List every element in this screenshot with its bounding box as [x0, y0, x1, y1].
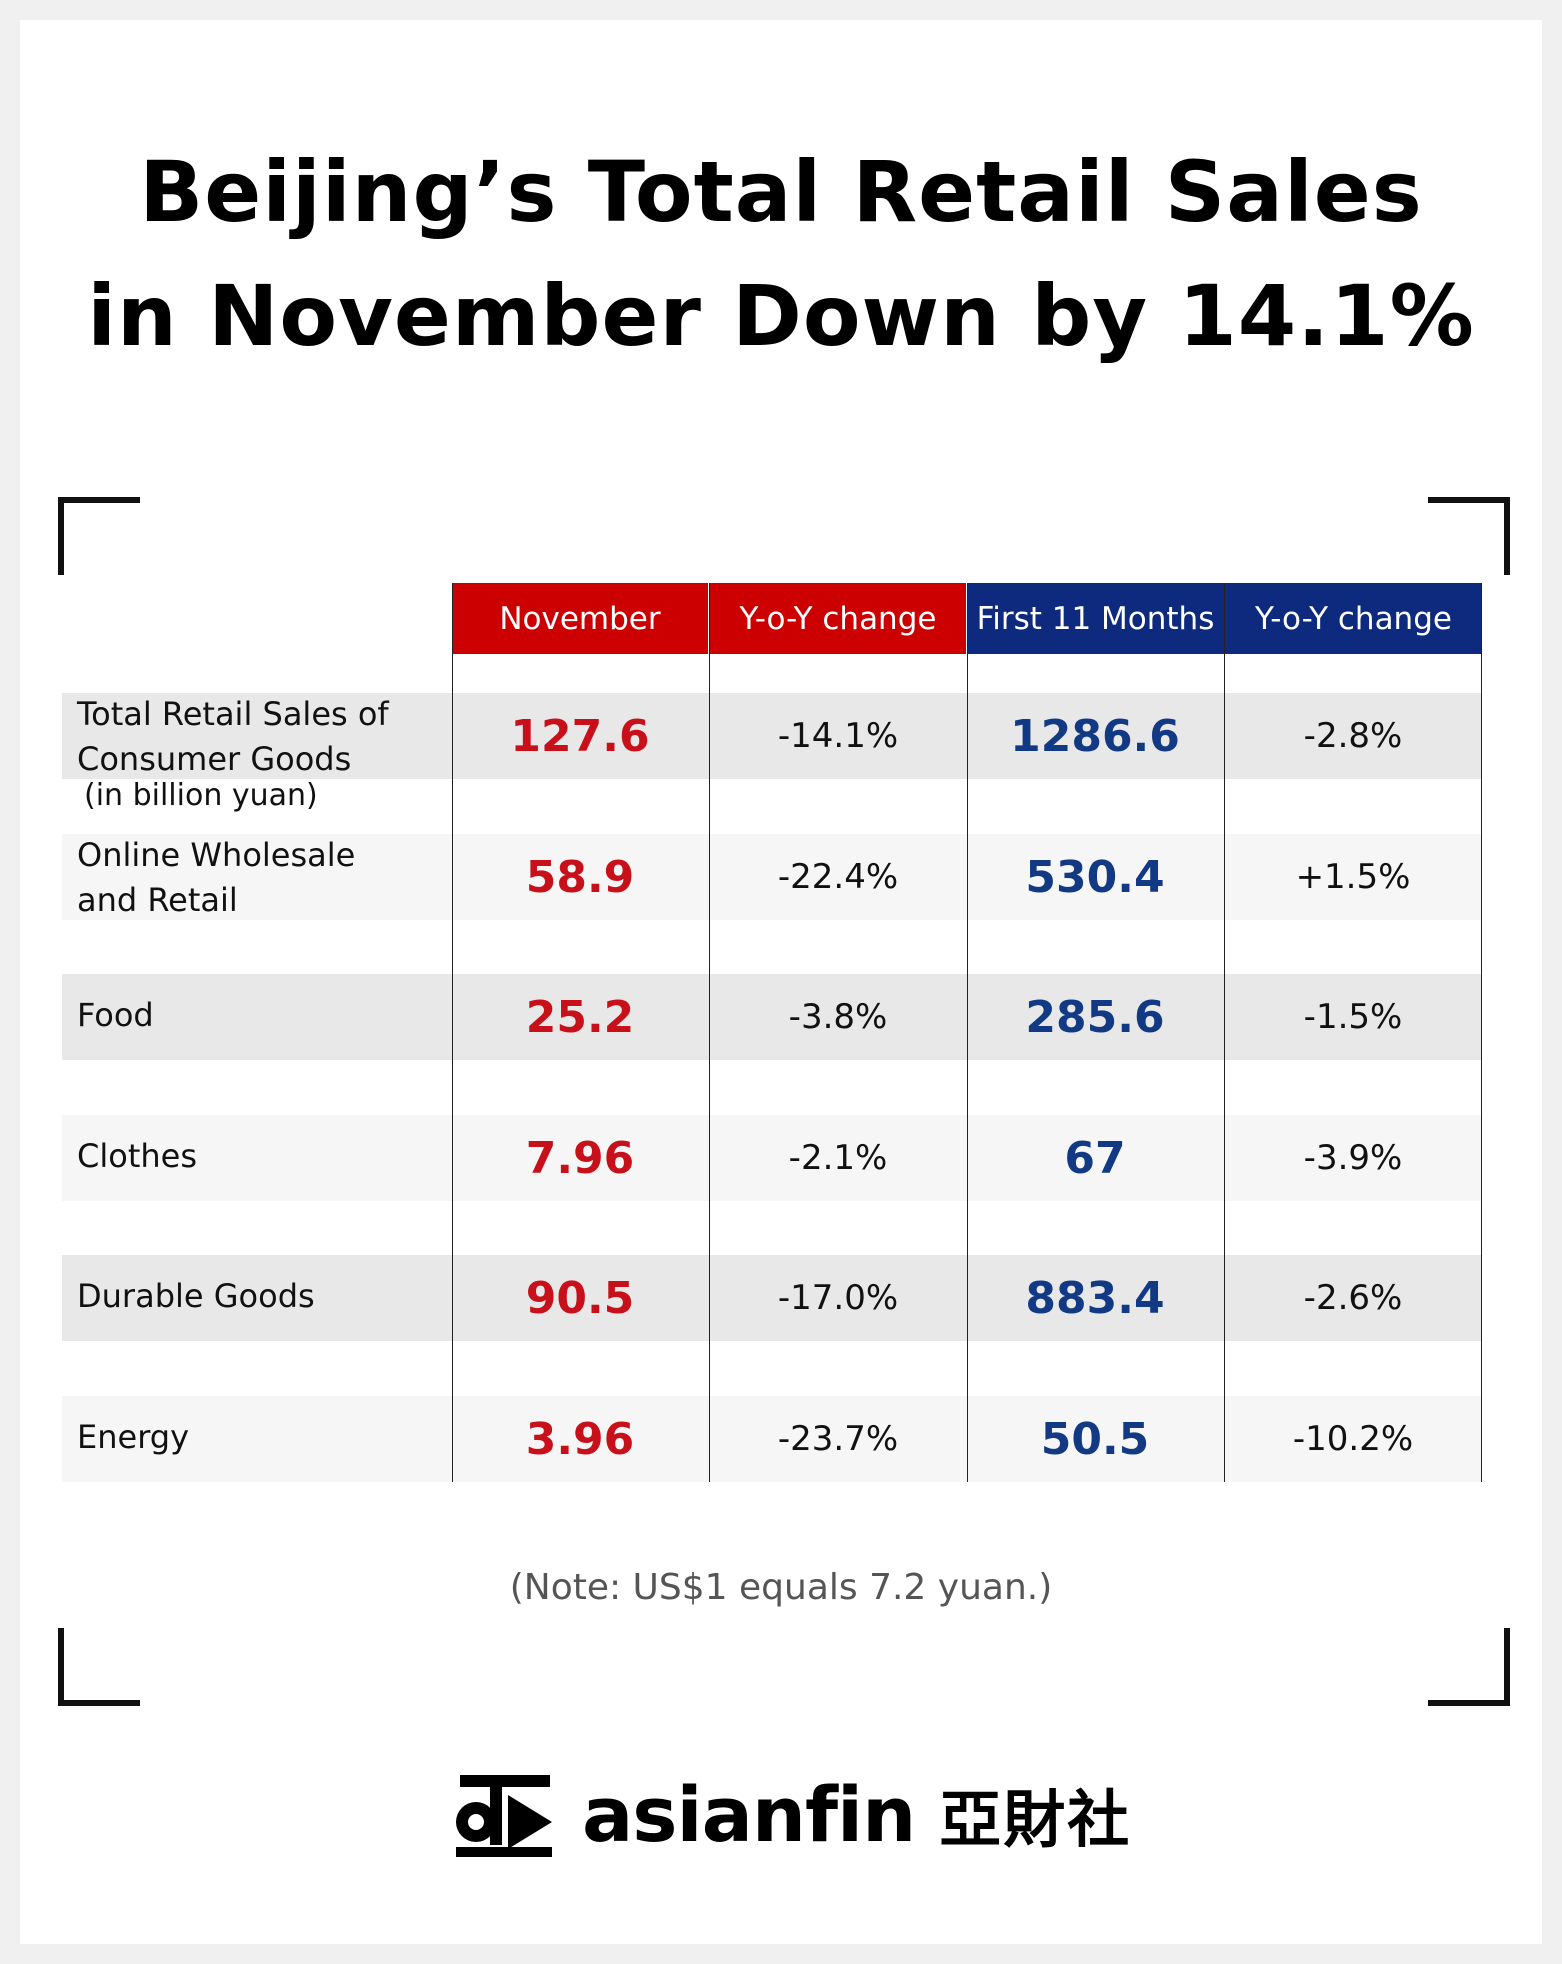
- first11-value: 67: [1064, 1132, 1126, 1184]
- november-value: 58.9: [525, 851, 635, 903]
- november-yoy: -23.7%: [777, 1419, 899, 1459]
- brand-name-chinese: 亞財社: [939, 1783, 1132, 1856]
- november-value: 127.6: [510, 710, 650, 762]
- row-label: Total Retail Sales of Consumer Goods: [77, 695, 389, 778]
- first11-value: 530.4: [1025, 851, 1165, 903]
- november-yoy: -14.1%: [777, 716, 899, 756]
- column-divider: [1481, 583, 1482, 1482]
- first11-value: 285.6: [1025, 991, 1165, 1043]
- first11-value: 1286.6: [1010, 710, 1180, 762]
- november-value: 25.2: [525, 991, 635, 1043]
- november-yoy: -2.1%: [788, 1138, 888, 1178]
- page-title: Beijing’s Total Retail Sales in November…: [0, 130, 1562, 378]
- column-divider: [1224, 583, 1225, 1482]
- brand-logo: asianfin 亞財社: [452, 1766, 1131, 1862]
- row-label: Energy: [77, 1418, 190, 1456]
- november-yoy: -17.0%: [777, 1278, 899, 1318]
- corner-bracket-top-right: [1428, 497, 1510, 575]
- row-label: Online Wholesale and Retail: [77, 836, 356, 919]
- first11-yoy: -2.8%: [1303, 716, 1403, 756]
- row-band: [62, 1255, 1482, 1341]
- november-yoy: -3.8%: [788, 997, 888, 1037]
- header-nov-yoy: Y-o-Y change: [710, 583, 966, 654]
- first11-yoy: -3.9%: [1303, 1138, 1403, 1178]
- row-band: [62, 1396, 1482, 1482]
- row-band: [62, 834, 1482, 920]
- header-november: November: [452, 583, 708, 654]
- column-divider: [452, 583, 453, 1482]
- row-band: [62, 1115, 1482, 1201]
- november-yoy: -22.4%: [777, 857, 899, 897]
- asianfin-logo-icon: [452, 1767, 556, 1861]
- row-label: Clothes: [77, 1137, 197, 1175]
- title-line-1: Beijing’s Total Retail Sales: [139, 143, 1423, 241]
- exchange-rate-note: (Note: US$1 equals 7.2 yuan.): [509, 1567, 1053, 1608]
- november-value: 90.5: [525, 1272, 635, 1324]
- corner-bracket-bottom-left: [58, 1628, 140, 1706]
- corner-bracket-top-left: [58, 497, 140, 575]
- first11-yoy: -10.2%: [1292, 1419, 1414, 1459]
- row-label: Food: [77, 996, 154, 1034]
- first11-yoy: +1.5%: [1295, 857, 1411, 897]
- brand-name: asianfin: [582, 1769, 916, 1859]
- first11-yoy: -1.5%: [1303, 997, 1403, 1037]
- row-sublabel: (in billion yuan): [84, 778, 318, 813]
- november-value: 3.96: [525, 1413, 635, 1465]
- first11-yoy: -2.6%: [1303, 1278, 1403, 1318]
- row-band: [62, 974, 1482, 1060]
- first11-value: 883.4: [1025, 1272, 1165, 1324]
- column-divider: [709, 583, 710, 1482]
- corner-bracket-bottom-right: [1428, 1628, 1510, 1706]
- row-label: Durable Goods: [77, 1277, 315, 1315]
- header-first-11-months: First 11 Months: [967, 583, 1224, 654]
- first11-value: 50.5: [1040, 1413, 1150, 1465]
- column-divider: [967, 583, 968, 1482]
- row-band: [62, 693, 1482, 779]
- november-value: 7.96: [525, 1132, 635, 1184]
- header-first11-yoy: Y-o-Y change: [1225, 583, 1482, 654]
- title-line-2: in November Down by 14.1%: [87, 267, 1475, 365]
